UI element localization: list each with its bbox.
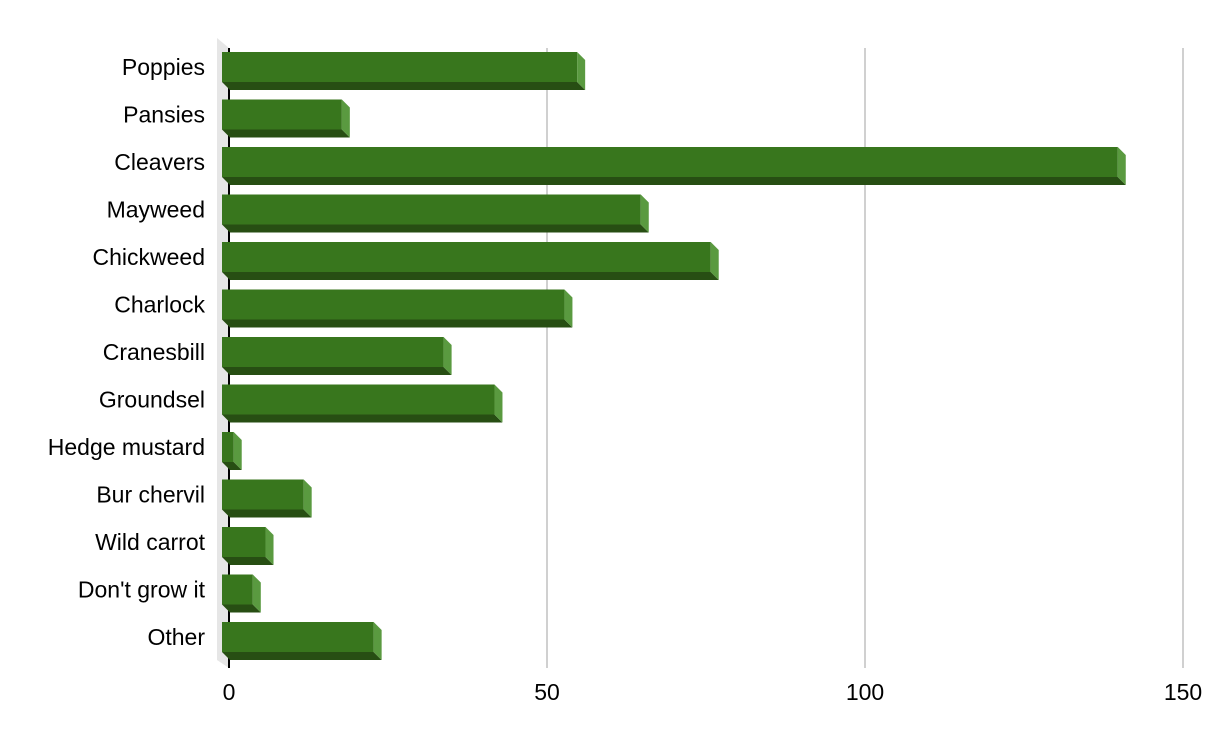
bar-front bbox=[222, 384, 495, 415]
bar-end bbox=[1117, 147, 1126, 185]
bar-front bbox=[222, 337, 444, 367]
bar-bottom bbox=[222, 652, 382, 660]
bar-bottom bbox=[222, 224, 649, 233]
bar-end bbox=[233, 432, 242, 470]
bar-bottom bbox=[222, 462, 242, 470]
category-label: Wild carrot bbox=[95, 529, 206, 555]
category-label: Don't grow it bbox=[78, 577, 206, 603]
bar-groundsel bbox=[222, 384, 503, 423]
bar-bottom bbox=[222, 319, 573, 328]
bar-front bbox=[222, 479, 304, 510]
bar-end bbox=[443, 337, 452, 375]
category-label: Mayweed bbox=[107, 197, 205, 223]
category-label: Pansies bbox=[123, 102, 205, 128]
bar-front bbox=[222, 289, 565, 320]
gridlines bbox=[546, 48, 1184, 668]
bar-pansies bbox=[222, 99, 350, 138]
bar-end bbox=[710, 242, 719, 280]
category-label: Cleavers bbox=[114, 149, 205, 175]
bar-end bbox=[265, 527, 274, 565]
category-label: Groundsel bbox=[99, 387, 205, 413]
bar-front bbox=[222, 527, 266, 557]
bar-front bbox=[222, 147, 1118, 177]
bar-end bbox=[640, 194, 649, 233]
bar-bur-chervil bbox=[222, 479, 312, 518]
bar-end bbox=[252, 574, 261, 613]
bar-bottom bbox=[222, 604, 261, 613]
bars bbox=[222, 52, 1126, 660]
bar-front bbox=[222, 52, 578, 82]
x-tick-label: 0 bbox=[223, 679, 236, 705]
bar-cleavers bbox=[222, 147, 1126, 185]
bar-bottom bbox=[222, 509, 312, 518]
bar-front bbox=[222, 432, 234, 462]
category-label: Chickweed bbox=[93, 244, 206, 270]
bar-front bbox=[222, 194, 641, 225]
x-tick-label: 100 bbox=[846, 679, 884, 705]
category-labels: Poppies Pansies Cleavers Mayweed Chickweed Ch… bbox=[48, 54, 206, 650]
category-label: Bur chervil bbox=[96, 482, 205, 508]
bar-end bbox=[577, 52, 586, 90]
category-label: Hedge mustard bbox=[48, 434, 205, 460]
bar-end bbox=[303, 479, 312, 518]
bar-front bbox=[222, 622, 374, 652]
bar-bottom bbox=[222, 414, 503, 423]
x-tick-label: 150 bbox=[1164, 679, 1202, 705]
bar-bottom bbox=[222, 82, 586, 90]
bar-wild-carrot bbox=[222, 527, 274, 565]
category-label: Other bbox=[147, 624, 205, 650]
bar-poppies bbox=[222, 52, 586, 90]
bar-don-t-grow-it bbox=[222, 574, 261, 613]
bar-end bbox=[494, 384, 503, 423]
x-tick-label: 50 bbox=[534, 679, 560, 705]
bar-mayweed bbox=[222, 194, 649, 233]
bar-hedge-mustard bbox=[222, 432, 242, 470]
bar-bottom bbox=[222, 272, 719, 280]
bar-end bbox=[564, 289, 573, 328]
bar-bottom bbox=[222, 557, 274, 565]
bar-front bbox=[222, 99, 342, 130]
bar-charlock bbox=[222, 289, 573, 328]
category-label: Poppies bbox=[122, 54, 205, 80]
bar-chickweed bbox=[222, 242, 719, 280]
bar-end bbox=[373, 622, 382, 660]
category-label: Charlock bbox=[114, 292, 205, 318]
bar-other bbox=[222, 622, 382, 660]
category-label: Cranesbill bbox=[103, 339, 205, 365]
bar-bottom bbox=[222, 129, 350, 138]
bar-end bbox=[341, 99, 350, 138]
bar-bottom bbox=[222, 177, 1126, 185]
bar-front bbox=[222, 242, 711, 272]
bar-cranesbill bbox=[222, 337, 452, 375]
x-tick-labels: 0 50 100 150 bbox=[223, 679, 1203, 705]
bar-front bbox=[222, 574, 253, 605]
bar-bottom bbox=[222, 367, 452, 375]
